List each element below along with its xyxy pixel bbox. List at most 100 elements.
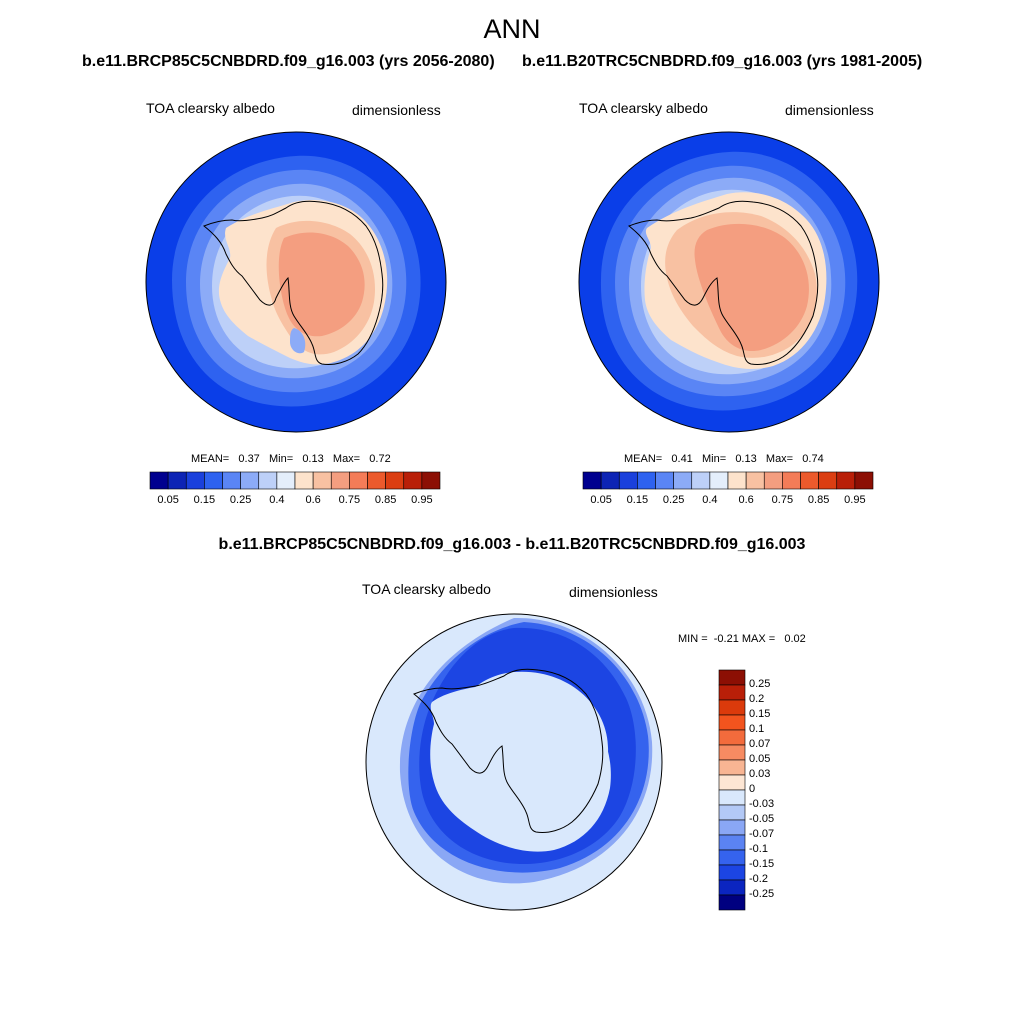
diff-colorbar-swatch [718, 864, 746, 881]
colorbar-swatch [854, 471, 874, 490]
colorbar-tick-label: 0.05 [157, 494, 179, 506]
diff-map-border [365, 613, 663, 911]
right-units-label: dimensionless [785, 102, 874, 118]
left-units-label: dimensionless [352, 102, 441, 118]
colorbar-tick-label: 0.4 [702, 494, 718, 506]
colorbar-tick-label: 0.85 [374, 494, 397, 506]
diff-colorbar-tick-label: -0.2 [749, 873, 768, 885]
colorbar-swatch [836, 471, 856, 490]
diff-colorbar-swatch [718, 714, 746, 731]
colorbar-swatch [600, 471, 620, 490]
colorbar-tick-label: 0.15 [193, 494, 216, 506]
colorbar-swatch [673, 471, 693, 490]
diff-colorbar-swatch [718, 834, 746, 851]
colorbar-swatch [185, 471, 205, 490]
left-colorbar-ticks: 0.05 0.15 0.25 0.4 0.6 0.75 0.85 0.95 [150, 494, 440, 508]
diff-variable-label: TOA clearsky albedo [362, 581, 491, 597]
colorbar-swatch [782, 471, 801, 490]
diff-colorbar-swatch [718, 819, 746, 836]
diff-colorbar [718, 669, 746, 911]
diff-colorbar-tick-label: 0.15 [749, 708, 771, 720]
colorbar-swatch [149, 471, 169, 490]
colorbar-swatch [745, 471, 765, 490]
diff-colorbar-tick-label: 0.03 [749, 768, 771, 780]
colorbar-swatch [222, 471, 241, 490]
diff-colorbar-tick-label: -0.25 [749, 888, 775, 900]
figure-title: ANN [483, 14, 541, 44]
colorbar-swatch [167, 471, 187, 490]
colorbar-swatch [276, 471, 296, 490]
diff-colorbar-swatch [718, 729, 746, 746]
colorbar-swatch [582, 471, 602, 490]
left-variable-label: TOA clearsky albedo [146, 100, 275, 116]
diff-units-label: dimensionless [569, 584, 658, 600]
colorbar-tick-label: 0.75 [771, 494, 794, 506]
colorbar-swatch [655, 471, 674, 490]
diff-colorbar-tick-label: -0.07 [749, 828, 775, 840]
diff-colorbar-swatch [718, 699, 746, 716]
right-panel-title: b.e11.B20TRC5CNBDRD.f09_g16.003 (yrs 198… [522, 53, 923, 70]
diff-colorbar-swatch [718, 759, 746, 776]
colorbar-swatch [312, 471, 332, 490]
right-stats: MEAN= 0.41 Min= 0.13 Max= 0.74 [624, 453, 824, 465]
diff-colorbar-tick-label: 0.2 [749, 693, 765, 705]
colorbar-swatch [403, 471, 423, 490]
left-coastline [203, 200, 384, 365]
right-map-border [578, 131, 880, 433]
diff-colorbar-tick-label: -0.05 [749, 813, 775, 825]
colorbar-swatch [330, 471, 350, 490]
colorbar-swatch [204, 471, 223, 490]
colorbar-tick-label: 0.6 [738, 494, 754, 506]
left-map-field [146, 132, 446, 432]
colorbar-swatch [763, 471, 783, 490]
colorbar-swatch [637, 471, 656, 490]
diff-colorbar-tick-label: 0.1 [749, 723, 765, 735]
diff-colorbar-swatch [718, 744, 746, 761]
colorbar-swatch [618, 471, 638, 490]
diff-colorbar-tick-label: -0.03 [749, 798, 775, 810]
colorbar-tick-label: 0.85 [807, 494, 830, 506]
colorbar-tick-label: 0.95 [411, 494, 433, 506]
diff-colorbar-swatch [718, 894, 746, 911]
difference-title: b.e11.BRCP85C5CNBDRD.f09_g16.003 - b.e11… [218, 536, 806, 553]
right-variable-label: TOA clearsky albedo [579, 100, 708, 116]
diff-colorbar-tick-label: -0.15 [749, 858, 775, 870]
right-polar-map [578, 131, 880, 433]
colorbar-tick-label: 0.25 [229, 494, 252, 506]
left-panel-title: b.e11.BRCP85C5CNBDRD.f09_g16.003 (yrs 20… [82, 53, 495, 70]
colorbar-tick-label: 0.25 [662, 494, 685, 506]
difference-polar-map [365, 613, 663, 911]
colorbar-swatch [709, 471, 729, 490]
diff-colorbar-swatch [718, 789, 746, 806]
colorbar-tick-label: 0.75 [338, 494, 361, 506]
colorbar-swatch [385, 471, 405, 490]
diff-colorbar-swatch [718, 669, 746, 686]
colorbar-swatch [294, 471, 314, 490]
colorbar-swatch [800, 471, 819, 490]
left-colorbar [149, 471, 441, 490]
diff-colorbar-tick-label: 0.05 [749, 753, 771, 765]
diff-coastline [413, 668, 604, 833]
colorbar-tick-label: 0.05 [590, 494, 612, 506]
right-coastline [628, 200, 819, 365]
colorbar-swatch [818, 471, 838, 490]
colorbar-swatch [691, 471, 711, 490]
diff-colorbar-swatch [718, 774, 746, 791]
colorbar-tick-label: 0.6 [305, 494, 321, 506]
diff-colorbar-swatch [718, 804, 746, 821]
diff-colorbar-swatch [718, 684, 746, 701]
colorbar-swatch [367, 471, 386, 490]
colorbar-swatch [421, 471, 441, 490]
diff-colorbar-tick-label: -0.1 [749, 843, 768, 855]
diff-colorbar-ticks: 0.25 0.2 0.15 0.1 0.07 0.05 0.03 0 -0.03 -0.05 -0.… [749, 670, 809, 910]
diff-colorbar-tick-label: 0 [749, 783, 756, 795]
left-map-border [145, 131, 447, 433]
colorbar-tick-label: 0.15 [626, 494, 649, 506]
diff-colorbar-tick-label: 0.25 [749, 678, 771, 690]
colorbar-tick-label: 0.95 [844, 494, 866, 506]
diff-colorbar-swatch [718, 879, 746, 896]
right-colorbar [582, 471, 874, 490]
diff-colorbar-swatch [718, 849, 746, 866]
left-stats: MEAN= 0.37 Min= 0.13 Max= 0.72 [191, 453, 391, 465]
colorbar-swatch [349, 471, 368, 490]
